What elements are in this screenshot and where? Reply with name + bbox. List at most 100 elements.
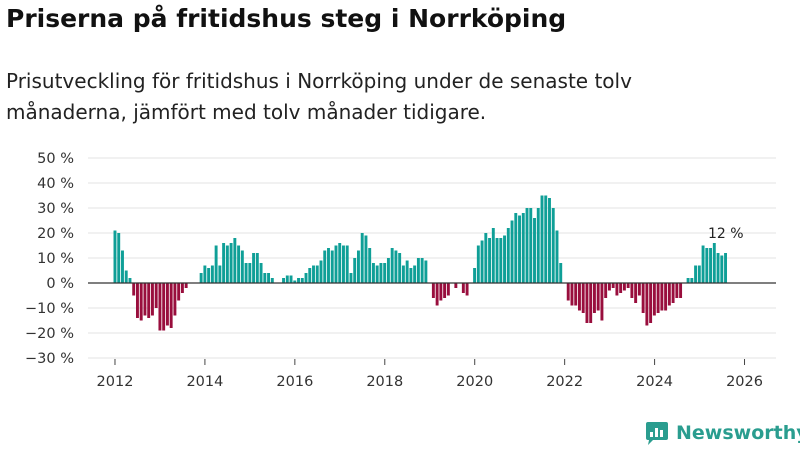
bar [671,283,675,303]
bar [199,273,203,283]
bar [390,248,394,283]
bar [626,283,630,288]
newsworthy-logo[interactable]: Newsworthy [644,418,800,448]
chart-subtitle: Prisutveckling för fritidshus i Norrköpi… [6,69,632,124]
bar [229,243,233,283]
bar [679,283,683,298]
bar [356,250,360,283]
bar [121,250,124,283]
bar [327,248,330,283]
bar [173,283,177,316]
bar [585,283,589,323]
bar [548,198,551,283]
bar [619,283,623,293]
bar [589,283,593,323]
x-tick-label: 2014 [186,374,223,390]
bar [461,283,465,293]
bar [431,283,435,298]
bar [514,213,518,283]
bar [686,278,690,283]
bar [503,235,507,283]
x-tick-label: 2026 [726,374,763,390]
bar [210,265,214,283]
bar [342,245,345,283]
bar [484,233,488,283]
bar [180,283,184,293]
bar [615,283,619,296]
bar [581,283,585,313]
bar [476,245,480,283]
bar [420,258,424,283]
x-tick-label: 2022 [546,374,583,390]
bar [577,283,581,311]
bar [566,283,570,301]
bar [214,245,218,283]
bar [488,238,492,283]
bar [465,283,469,296]
bar [319,260,323,283]
bar [177,283,181,301]
bar [694,265,698,283]
bar [574,283,578,306]
bar [360,233,364,283]
bar [233,238,237,283]
bar [424,260,428,283]
bar [323,250,327,283]
bar [349,273,353,283]
bar [252,253,256,283]
bar [551,208,555,283]
grid-lines [88,157,776,359]
y-tick-label: 30 % [37,201,74,217]
bar [338,243,342,283]
bar [720,255,724,283]
bar [473,268,477,283]
last-value-label: 12 % [708,226,744,242]
bar [611,283,615,288]
bar [398,253,402,283]
y-tick-label: −10 % [25,301,74,317]
bar [570,283,574,306]
bar [147,283,151,318]
bar [495,238,499,283]
bar [218,265,222,283]
bar [244,263,248,283]
y-tick-label: 20 % [37,226,74,242]
bar [255,253,259,283]
bar [480,240,484,283]
bar [113,230,117,283]
bar [282,278,286,283]
x-axis-ticks: 2012 2014 2016 2018 2020 2022 2024 2026 [97,359,763,390]
bar [169,283,173,328]
bar [315,265,319,283]
bar [158,283,162,331]
bar [379,263,383,283]
bar [353,258,357,283]
bar [401,265,405,283]
bar [536,208,540,283]
bar [270,278,274,283]
bar [634,283,638,303]
bar [630,283,634,298]
bar [124,270,128,283]
bar [345,245,349,283]
bar [652,283,656,316]
chart-title: Priserna på fritidshus steg i Norrköping [6,4,567,33]
bar [622,283,626,291]
bar [300,278,304,283]
bar [312,265,315,283]
annotations: 12 % [708,226,744,242]
bar [267,273,271,283]
y-tick-label: −20 % [25,326,74,342]
bar [240,250,244,283]
bar [139,283,143,321]
x-tick-label: 2018 [366,374,403,390]
brand-name: Newsworthy [676,422,800,444]
bar [664,283,668,311]
bar [521,213,525,283]
bar [132,283,136,296]
bar [697,265,701,283]
bar [592,283,596,313]
bar [334,245,338,283]
bar [525,208,529,283]
bar [559,263,563,283]
